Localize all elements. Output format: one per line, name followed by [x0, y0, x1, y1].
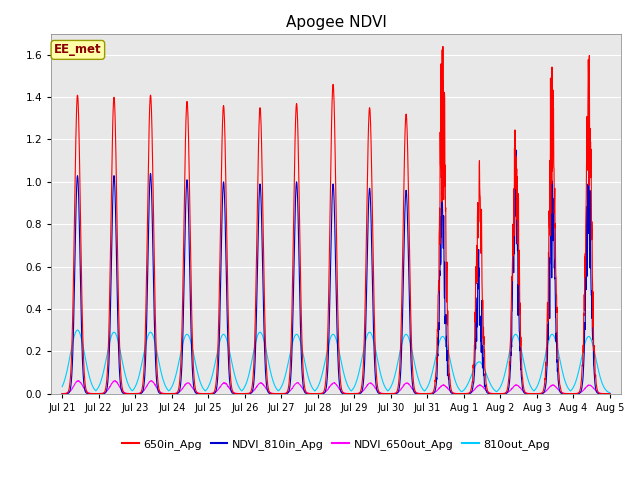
NDVI_650out_Apg: [606, 391, 614, 396]
Line: 650in_Apg: 650in_Apg: [62, 47, 610, 394]
NDVI_810in_Apg: [364, 240, 371, 246]
NDVI_650out_Apg: [212, 389, 220, 395]
NDVI_650out_Apg: [353, 391, 360, 396]
NDVI_810in_Apg: [573, 391, 580, 396]
810out_Apg: [606, 390, 614, 396]
650in_Apg: [364, 165, 371, 171]
810out_Apg: [573, 375, 580, 381]
Line: 810out_Apg: 810out_Apg: [62, 330, 610, 393]
650in_Apg: [606, 391, 614, 396]
650in_Apg: [352, 391, 360, 396]
810out_Apg: [495, 386, 503, 392]
NDVI_650out_Apg: [573, 391, 581, 396]
NDVI_810in_Apg: [558, 391, 566, 396]
810out_Apg: [74, 327, 81, 333]
NDVI_810in_Apg: [352, 391, 360, 396]
810out_Apg: [558, 365, 566, 371]
810out_Apg: [364, 331, 372, 337]
Legend: 650in_Apg, NDVI_810in_Apg, NDVI_650out_Apg, 810out_Apg: 650in_Apg, NDVI_810in_Apg, NDVI_650out_A…: [118, 435, 554, 455]
NDVI_810in_Apg: [211, 390, 219, 396]
650in_Apg: [495, 391, 503, 396]
NDVI_650out_Apg: [558, 390, 566, 396]
NDVI_650out_Apg: [364, 382, 372, 387]
Title: Apogee NDVI: Apogee NDVI: [285, 15, 387, 30]
810out_Apg: [211, 360, 219, 366]
NDVI_810in_Apg: [495, 391, 503, 396]
810out_Apg: [58, 384, 66, 389]
650in_Apg: [439, 44, 447, 49]
650in_Apg: [211, 387, 219, 393]
NDVI_650out_Apg: [92, 391, 100, 396]
Text: EE_met: EE_met: [54, 43, 102, 56]
NDVI_810in_Apg: [548, 138, 556, 144]
Line: NDVI_810in_Apg: NDVI_810in_Apg: [62, 141, 610, 394]
NDVI_810in_Apg: [606, 391, 614, 396]
650in_Apg: [573, 391, 580, 396]
Line: NDVI_650out_Apg: NDVI_650out_Apg: [62, 381, 610, 394]
650in_Apg: [58, 391, 66, 396]
NDVI_650out_Apg: [495, 391, 503, 396]
810out_Apg: [352, 380, 360, 386]
NDVI_810in_Apg: [58, 391, 66, 396]
NDVI_650out_Apg: [58, 391, 66, 396]
650in_Apg: [558, 389, 566, 395]
NDVI_650out_Apg: [148, 378, 156, 384]
